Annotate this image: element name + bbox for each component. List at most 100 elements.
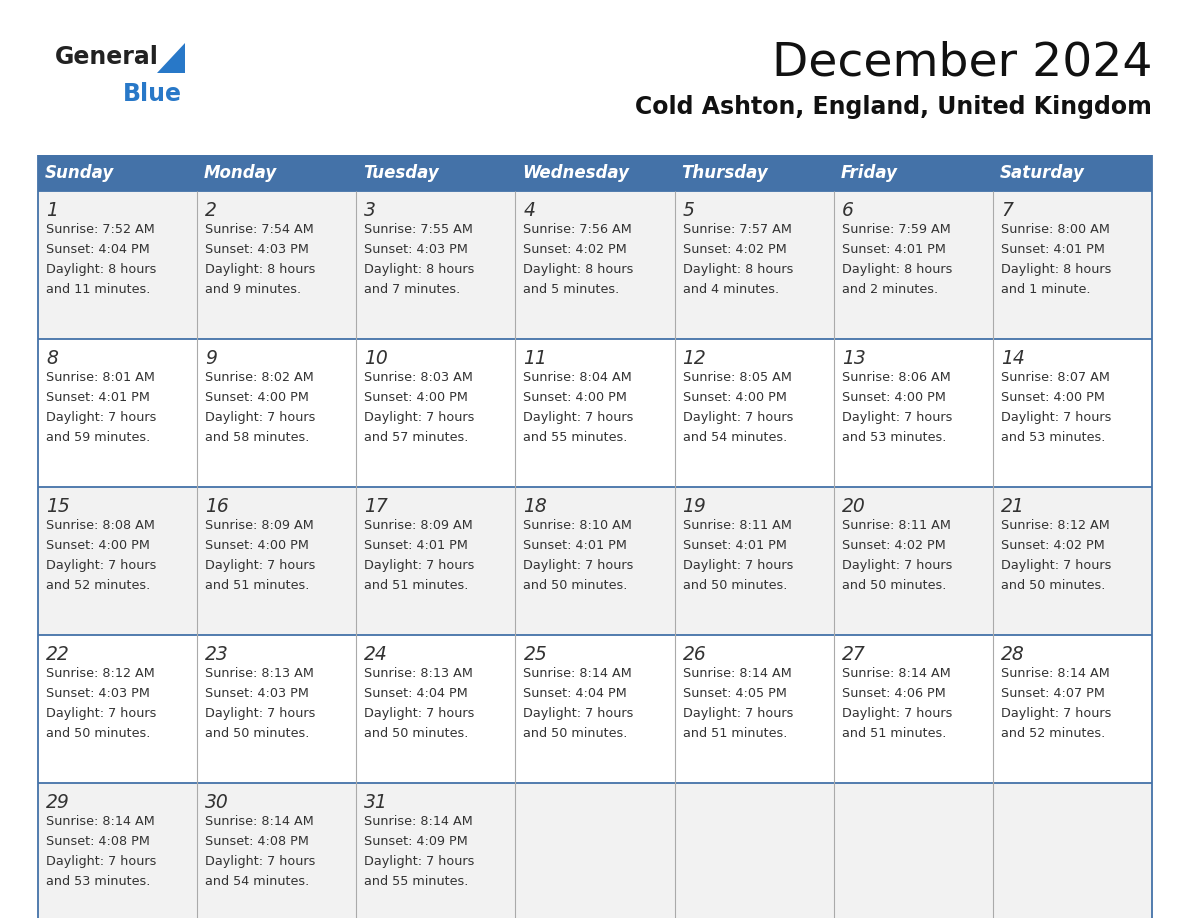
Text: General: General [55,45,159,69]
Text: Sunset: 4:01 PM: Sunset: 4:01 PM [683,539,786,552]
Text: Sunset: 4:04 PM: Sunset: 4:04 PM [365,687,468,700]
Text: 19: 19 [683,497,707,516]
Bar [993,155,1152,191]
Text: Sunset: 4:00 PM: Sunset: 4:00 PM [365,391,468,404]
Text: and 55 minutes.: and 55 minutes. [365,875,468,888]
Text: December 2024: December 2024 [771,40,1152,85]
Text: and 11 minutes.: and 11 minutes. [46,283,151,296]
Text: 11: 11 [524,349,548,368]
Text: Sunrise: 8:10 AM: Sunrise: 8:10 AM [524,519,632,532]
Text: Sunset: 4:08 PM: Sunset: 4:08 PM [46,835,150,848]
Text: Sunrise: 7:55 AM: Sunrise: 7:55 AM [365,223,473,236]
Text: Daylight: 7 hours: Daylight: 7 hours [842,411,952,424]
Text: and 50 minutes.: and 50 minutes. [365,727,468,740]
Text: Daylight: 8 hours: Daylight: 8 hours [206,263,316,276]
Text: 3: 3 [365,201,377,220]
Text: Sunrise: 8:02 AM: Sunrise: 8:02 AM [206,371,314,384]
Text: and 50 minutes.: and 50 minutes. [1000,579,1105,592]
Text: Sunset: 4:02 PM: Sunset: 4:02 PM [683,243,786,256]
Text: Sunset: 4:00 PM: Sunset: 4:00 PM [46,539,150,552]
Text: Sunrise: 8:14 AM: Sunrise: 8:14 AM [365,815,473,828]
Text: and 57 minutes.: and 57 minutes. [365,431,468,444]
Text: Saturday: Saturday [1000,164,1085,182]
Text: Sunrise: 8:14 AM: Sunrise: 8:14 AM [46,815,154,828]
Bar [38,339,1152,487]
Text: Daylight: 7 hours: Daylight: 7 hours [683,559,792,572]
Text: 22: 22 [46,645,70,664]
Text: Sunset: 4:01 PM: Sunset: 4:01 PM [46,391,150,404]
Text: Sunset: 4:00 PM: Sunset: 4:00 PM [842,391,946,404]
Text: Daylight: 7 hours: Daylight: 7 hours [524,559,634,572]
Text: Daylight: 7 hours: Daylight: 7 hours [1000,707,1111,720]
Text: Daylight: 8 hours: Daylight: 8 hours [46,263,157,276]
Text: Sunrise: 8:14 AM: Sunrise: 8:14 AM [842,667,950,680]
Text: 23: 23 [206,645,229,664]
Text: Sunset: 4:03 PM: Sunset: 4:03 PM [206,687,309,700]
Text: 1: 1 [46,201,58,220]
Text: 12: 12 [683,349,707,368]
Text: Sunset: 4:06 PM: Sunset: 4:06 PM [842,687,946,700]
Text: Daylight: 7 hours: Daylight: 7 hours [206,559,316,572]
Text: Daylight: 7 hours: Daylight: 7 hours [524,707,634,720]
Text: Sunset: 4:02 PM: Sunset: 4:02 PM [842,539,946,552]
Text: Sunset: 4:01 PM: Sunset: 4:01 PM [842,243,946,256]
Bar [38,191,1152,339]
Text: Daylight: 7 hours: Daylight: 7 hours [46,707,157,720]
Text: Daylight: 8 hours: Daylight: 8 hours [524,263,634,276]
Bar [834,155,993,191]
Polygon shape [157,43,185,73]
Bar [38,155,197,191]
Text: 30: 30 [206,793,229,812]
Text: Daylight: 7 hours: Daylight: 7 hours [1000,411,1111,424]
Text: Daylight: 7 hours: Daylight: 7 hours [365,411,475,424]
Text: and 55 minutes.: and 55 minutes. [524,431,627,444]
Bar [356,155,516,191]
Bar [38,783,1152,918]
Text: Sunrise: 7:57 AM: Sunrise: 7:57 AM [683,223,791,236]
Text: Sunrise: 8:06 AM: Sunrise: 8:06 AM [842,371,950,384]
Text: Sunrise: 8:04 AM: Sunrise: 8:04 AM [524,371,632,384]
Text: Tuesday: Tuesday [364,164,440,182]
Text: 20: 20 [842,497,866,516]
Text: Sunrise: 8:12 AM: Sunrise: 8:12 AM [1000,519,1110,532]
Text: Sunrise: 7:52 AM: Sunrise: 7:52 AM [46,223,154,236]
Text: Daylight: 7 hours: Daylight: 7 hours [365,855,475,868]
Text: Sunrise: 8:14 AM: Sunrise: 8:14 AM [683,667,791,680]
Text: Wednesday: Wednesday [523,164,630,182]
Text: Sunrise: 8:00 AM: Sunrise: 8:00 AM [1000,223,1110,236]
Text: and 5 minutes.: and 5 minutes. [524,283,620,296]
Text: Daylight: 8 hours: Daylight: 8 hours [683,263,792,276]
Text: Daylight: 7 hours: Daylight: 7 hours [46,411,157,424]
Text: 5: 5 [683,201,695,220]
Text: Sunset: 4:05 PM: Sunset: 4:05 PM [683,687,786,700]
Text: Daylight: 8 hours: Daylight: 8 hours [365,263,475,276]
Text: Sunset: 4:00 PM: Sunset: 4:00 PM [1000,391,1105,404]
Text: Daylight: 8 hours: Daylight: 8 hours [842,263,952,276]
Text: Sunrise: 8:07 AM: Sunrise: 8:07 AM [1000,371,1110,384]
Text: Daylight: 7 hours: Daylight: 7 hours [46,559,157,572]
Text: Sunset: 4:07 PM: Sunset: 4:07 PM [1000,687,1105,700]
Text: 9: 9 [206,349,217,368]
Text: Blue: Blue [124,82,182,106]
Text: 10: 10 [365,349,388,368]
Text: Daylight: 7 hours: Daylight: 7 hours [365,707,475,720]
Text: Sunset: 4:04 PM: Sunset: 4:04 PM [524,687,627,700]
Text: Sunrise: 8:09 AM: Sunrise: 8:09 AM [206,519,314,532]
Text: 29: 29 [46,793,70,812]
Bar [516,155,675,191]
Text: Sunset: 4:03 PM: Sunset: 4:03 PM [365,243,468,256]
Text: 15: 15 [46,497,70,516]
Text: and 7 minutes.: and 7 minutes. [365,283,461,296]
Text: 21: 21 [1000,497,1024,516]
Text: Sunrise: 8:03 AM: Sunrise: 8:03 AM [365,371,473,384]
Text: Daylight: 7 hours: Daylight: 7 hours [842,707,952,720]
Text: Friday: Friday [841,164,898,182]
Text: Daylight: 7 hours: Daylight: 7 hours [206,707,316,720]
Text: Cold Ashton, England, United Kingdom: Cold Ashton, England, United Kingdom [636,95,1152,119]
Bar [197,155,356,191]
Text: Daylight: 7 hours: Daylight: 7 hours [683,411,792,424]
Text: and 58 minutes.: and 58 minutes. [206,431,310,444]
Text: and 50 minutes.: and 50 minutes. [524,579,627,592]
Bar [675,155,834,191]
Text: and 4 minutes.: and 4 minutes. [683,283,778,296]
